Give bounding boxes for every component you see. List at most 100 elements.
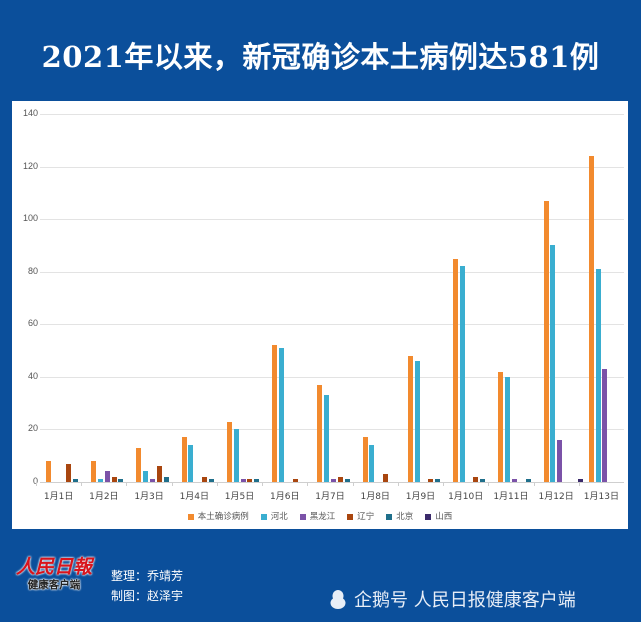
bar xyxy=(91,460,97,482)
y-tick-label: 100 xyxy=(22,213,38,224)
x-tick-mark xyxy=(307,482,309,486)
bar xyxy=(202,476,208,482)
bar xyxy=(317,384,323,482)
bar xyxy=(278,347,284,482)
bar xyxy=(188,445,194,482)
legend-swatch-icon xyxy=(425,513,432,520)
legend-item: 辽宁 xyxy=(347,510,374,522)
people-daily-health-logo: 人民日報 健康客户端 xyxy=(14,556,94,592)
y-tick-label: 120 xyxy=(22,160,38,171)
legend-item: 山西 xyxy=(425,510,452,522)
x-tick-label: 1月5日 xyxy=(224,492,255,502)
x-tick-mark xyxy=(488,482,490,486)
bar xyxy=(505,376,511,482)
legend-swatch-icon xyxy=(347,513,354,520)
x-tick-mark xyxy=(533,482,535,486)
x-tick-label: 1月13日 xyxy=(583,492,619,502)
bar xyxy=(595,269,601,482)
bar xyxy=(577,479,583,482)
x-tick-mark xyxy=(443,482,445,486)
watermark-text: 企鹅号 人民日报健康客户端 xyxy=(354,590,576,611)
x-tick-label: 1月4日 xyxy=(179,492,210,502)
bar xyxy=(428,479,434,482)
chart-legend: 本土确诊病例 河北 黑龙江 辽宁 北京 山西 xyxy=(12,510,628,522)
x-tick-label: 1月1日 xyxy=(43,492,74,502)
gridline xyxy=(40,376,624,378)
bar xyxy=(330,479,336,482)
x-tick-mark xyxy=(397,482,399,486)
y-tick-label: 140 xyxy=(22,108,38,118)
bar xyxy=(588,156,594,482)
bar xyxy=(66,463,72,482)
x-tick-mark xyxy=(578,482,580,486)
watermark: 企鹅号 人民日报健康客户端 xyxy=(330,586,576,612)
bar xyxy=(480,479,486,482)
y-tick-label: 80 xyxy=(27,265,38,276)
x-tick-mark xyxy=(81,482,83,486)
legend-item: 本土确诊病例 xyxy=(187,510,249,522)
bar xyxy=(543,200,549,482)
bar xyxy=(46,460,51,482)
x-tick-mark xyxy=(262,482,264,486)
bar xyxy=(525,479,531,482)
chart-panel: 0 20 40 60 80 100 120 140 1月1日 1月2日 1月3日 1月4日 1月5日 1月… xyxy=(12,101,628,529)
bar xyxy=(324,395,330,482)
x-tick-mark xyxy=(126,482,128,486)
y-tick-label: 20 xyxy=(27,423,38,434)
bar xyxy=(98,479,104,482)
bar xyxy=(383,474,388,482)
bar xyxy=(435,479,441,482)
bar xyxy=(111,476,117,482)
gridline xyxy=(40,324,624,326)
bar xyxy=(453,258,459,482)
legend-label: 黑龙江 xyxy=(309,512,336,522)
bar xyxy=(233,429,239,482)
bar-chart: 0 20 40 60 80 100 120 140 1月1日 1月2日 1月3日 1月4日 1月5日 1月… xyxy=(12,101,628,529)
bar xyxy=(104,471,110,482)
gridline xyxy=(40,219,624,221)
x-tick-mark xyxy=(36,482,37,486)
logo-sub-text: 健康客户端 xyxy=(27,579,81,591)
y-tick-label: 40 xyxy=(27,370,38,381)
x-tick-label: 1月10日 xyxy=(448,492,484,502)
x-tick-label: 1月7日 xyxy=(315,492,345,502)
x-tick-label: 1月3日 xyxy=(134,492,164,502)
bar xyxy=(118,479,124,482)
legend-label: 北京 xyxy=(396,512,414,522)
bar xyxy=(473,476,479,482)
legend-swatch-icon xyxy=(386,513,393,520)
legend-label: 辽宁 xyxy=(357,512,375,522)
legend-item: 河北 xyxy=(260,510,288,522)
gridline xyxy=(40,429,624,431)
y-tick-label: 60 xyxy=(27,318,38,329)
bar xyxy=(550,245,556,482)
x-tick-label: 1月12日 xyxy=(538,492,574,502)
legend-label: 本土确诊病例 xyxy=(197,512,249,522)
logo-main-text: 人民日報 xyxy=(15,556,92,578)
bar xyxy=(73,479,79,482)
gridline xyxy=(40,166,624,168)
bar xyxy=(407,355,413,482)
bar xyxy=(344,479,350,482)
penguin-icon xyxy=(330,589,346,609)
x-tick-mark xyxy=(352,482,354,486)
gridline xyxy=(40,114,624,115)
x-axis-line xyxy=(40,482,624,483)
x-tick-mark xyxy=(171,482,173,486)
x-tick-label: 1月11日 xyxy=(493,492,529,502)
bar xyxy=(240,479,246,482)
bar xyxy=(511,479,517,482)
bar xyxy=(150,479,156,482)
credit-editor: 整理：乔靖芳 xyxy=(111,569,184,583)
credits: 整理：乔靖芳 制图：赵泽宇 xyxy=(111,566,183,606)
bar xyxy=(163,476,169,482)
x-tick-label: 1月6日 xyxy=(270,492,300,502)
page-title: 2021年以来，新冠确诊本土病例达581例 xyxy=(41,40,600,74)
legend-item: 黑龙江 xyxy=(299,510,336,522)
legend-swatch-icon xyxy=(187,513,194,520)
y-tick-label: 0 xyxy=(32,476,38,486)
bar xyxy=(498,371,504,482)
bar xyxy=(602,368,608,482)
bar xyxy=(156,466,162,482)
bar xyxy=(292,479,298,482)
